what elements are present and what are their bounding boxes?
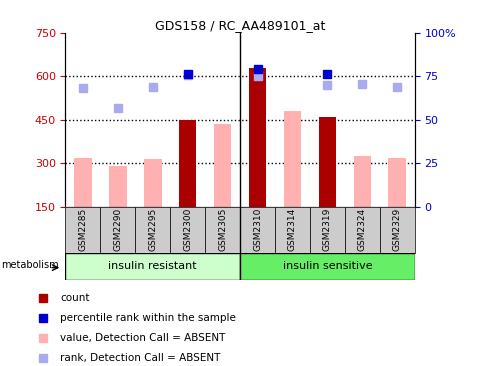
Bar: [283, 111, 301, 207]
FancyBboxPatch shape: [205, 207, 240, 253]
FancyBboxPatch shape: [240, 207, 274, 253]
Text: insulin sensitive: insulin sensitive: [282, 261, 371, 271]
Text: GSM2305: GSM2305: [218, 208, 227, 251]
FancyBboxPatch shape: [274, 207, 309, 253]
Text: insulin resistant: insulin resistant: [108, 261, 197, 271]
Text: GSM2285: GSM2285: [78, 208, 87, 251]
Text: GSM2314: GSM2314: [287, 208, 296, 251]
Text: GSM2310: GSM2310: [253, 208, 261, 251]
Title: GDS158 / RC_AA489101_at: GDS158 / RC_AA489101_at: [154, 19, 325, 32]
FancyBboxPatch shape: [240, 253, 414, 280]
Bar: [213, 124, 231, 207]
Text: GSM2329: GSM2329: [392, 208, 401, 251]
FancyBboxPatch shape: [170, 207, 205, 253]
Text: percentile rank within the sample: percentile rank within the sample: [60, 313, 236, 323]
FancyBboxPatch shape: [100, 207, 135, 253]
Text: value, Detection Call = ABSENT: value, Detection Call = ABSENT: [60, 333, 225, 343]
Bar: [74, 157, 91, 207]
Bar: [353, 156, 370, 207]
Bar: [179, 120, 196, 207]
Text: GSM2300: GSM2300: [183, 208, 192, 251]
FancyBboxPatch shape: [309, 207, 344, 253]
Bar: [248, 68, 266, 207]
Text: GSM2319: GSM2319: [322, 208, 331, 251]
Bar: [318, 117, 335, 207]
Text: rank, Detection Call = ABSENT: rank, Detection Call = ABSENT: [60, 353, 220, 363]
Text: GSM2324: GSM2324: [357, 208, 366, 251]
Bar: [388, 157, 405, 207]
Bar: [109, 166, 126, 207]
Text: GSM2290: GSM2290: [113, 208, 122, 251]
FancyBboxPatch shape: [65, 207, 100, 253]
Text: GSM2295: GSM2295: [148, 208, 157, 251]
Bar: [144, 159, 161, 207]
FancyBboxPatch shape: [379, 207, 414, 253]
Text: metabolism: metabolism: [0, 260, 58, 270]
FancyBboxPatch shape: [65, 253, 240, 280]
Text: count: count: [60, 292, 90, 303]
FancyBboxPatch shape: [135, 207, 170, 253]
FancyBboxPatch shape: [344, 207, 379, 253]
